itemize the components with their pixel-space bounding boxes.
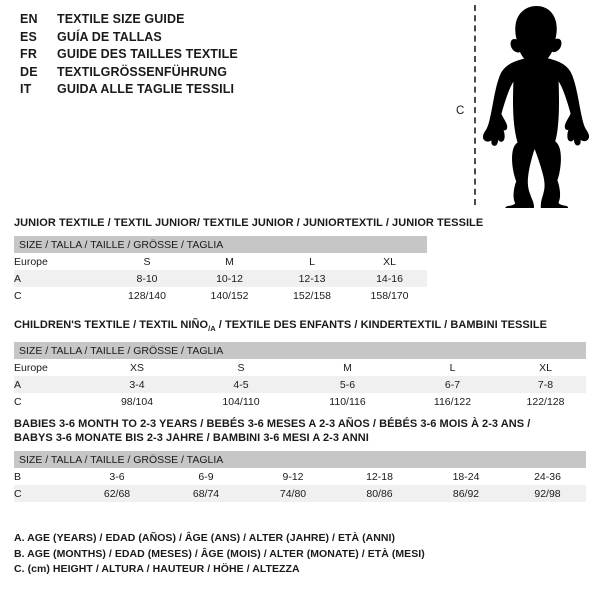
table-row: A 8-10 10-12 12-13 14-16 <box>14 270 428 287</box>
language-row: EN TEXTILE SIZE GUIDE <box>20 12 420 30</box>
language-title: GUÍA DE TALLAS <box>57 29 162 44</box>
language-title: GUIDE DES TAILLES TEXTILE <box>57 47 238 61</box>
cell-value: 128/140 <box>107 287 187 304</box>
cell-value: 80/86 <box>336 485 423 502</box>
row-label: Europe <box>14 253 107 270</box>
table-row: B 3-6 6-9 9-12 12-18 18-24 24-36 <box>14 468 587 485</box>
height-measurement-figure: C <box>440 0 600 212</box>
cell-value: 4-5 <box>187 376 295 394</box>
cell-value: 68/74 <box>162 485 250 502</box>
cell-value: L <box>400 359 505 377</box>
legend-line-c: C. (cm) HEIGHT / ALTURA / HAUTEUR / HÖHE… <box>14 563 300 575</box>
section-title-babies-line2: BABYS 3-6 MONATE BIS 2-3 JAHRE / BAMBINI… <box>14 432 369 444</box>
cell-value: 10-12 <box>187 270 272 287</box>
size-header-label: SIZE / TALLA / TAILLE / GRÖSSE / TAGLIA <box>14 342 586 360</box>
table-row: C 128/140 140/152 152/158 158/170 <box>14 287 428 304</box>
junior-size-table: SIZE / TALLA / TAILLE / GRÖSSE / TAGLIA … <box>14 236 428 304</box>
table-header-row: SIZE / TALLA / TAILLE / GRÖSSE / TAGLIA <box>14 342 586 360</box>
section-junior: JUNIOR TEXTILE / TEXTIL JUNIOR/ TEXTILE … <box>14 216 483 304</box>
table-row: Europe S M L XL <box>14 253 428 270</box>
cell-value: XL <box>352 253 428 270</box>
cell-value: 7-8 <box>505 376 586 394</box>
row-label: A <box>14 270 107 287</box>
row-label: Europe <box>14 359 87 377</box>
cell-value: S <box>187 359 295 377</box>
language-code: EN <box>20 12 38 26</box>
cell-value: S <box>107 253 187 270</box>
legend-block: A. AGE (YEARS) / EDAD (AÑOS) / ÂGE (ANS)… <box>14 531 425 578</box>
section-babies: BABIES 3-6 MONTH TO 2-3 YEARS / BEBÉS 3-… <box>14 417 587 502</box>
cell-value: 12-13 <box>272 270 352 287</box>
language-code: ES <box>20 29 38 44</box>
language-title: TEXTILGRÖSSENFÜHRUNG <box>57 64 228 79</box>
cell-value: 6-9 <box>162 468 250 485</box>
cell-value: XL <box>505 359 586 377</box>
language-code: FR <box>20 47 38 61</box>
row-label: A <box>14 376 87 394</box>
section-children: CHILDREN'S TEXTILE / TEXTIL NIÑO/A / TEX… <box>14 318 586 411</box>
cell-value: M <box>295 359 400 377</box>
cell-value: 9-12 <box>250 468 336 485</box>
legend-line-b: B. AGE (MONTHS) / EDAD (MESES) / ÂGE (MO… <box>14 547 425 560</box>
language-row: IT GUIDA ALLE TAGLIE TESSILI <box>20 82 420 100</box>
height-measure-label: C <box>456 105 465 117</box>
section-title-children-post: / TEXTILE DES ENFANTS / KINDERTEXTIL / B… <box>215 319 548 331</box>
cell-value: 98/104 <box>87 393 187 411</box>
cell-value: 92/98 <box>509 485 587 502</box>
language-row: FR GUIDE DES TAILLES TEXTILE <box>20 47 420 65</box>
row-label: C <box>14 393 87 411</box>
size-header-label: SIZE / TALLA / TAILLE / GRÖSSE / TAGLIA <box>14 236 428 253</box>
cell-value: 110/116 <box>295 393 400 411</box>
language-code: IT <box>20 82 32 96</box>
table-row: C 98/104 104/110 110/116 116/122 122/128 <box>14 393 586 411</box>
cell-value: 6-7 <box>400 376 505 394</box>
language-row: DE TEXTILGRÖSSENFÜHRUNG <box>20 65 420 83</box>
babies-size-table: SIZE / TALLA / TAILLE / GRÖSSE / TAGLIA … <box>14 451 587 502</box>
section-title-babies-line1: BABIES 3-6 MONTH TO 2-3 YEARS / BEBÉS 3-… <box>14 418 531 430</box>
height-measure-dashed-line <box>474 5 476 205</box>
children-size-table: SIZE / TALLA / TAILLE / GRÖSSE / TAGLIA … <box>14 342 586 411</box>
cell-value: 122/128 <box>505 393 586 411</box>
cell-value: 3-6 <box>72 468 162 485</box>
cell-value: 12-18 <box>336 468 423 485</box>
cell-value: 8-10 <box>107 270 187 287</box>
cell-value: 116/122 <box>400 393 505 411</box>
legend-line-a: A. AGE (YEARS) / EDAD (AÑOS) / ÂGE (ANS)… <box>14 532 396 544</box>
table-header-row: SIZE / TALLA / TAILLE / GRÖSSE / TAGLIA <box>14 236 428 253</box>
cell-value: 14-16 <box>352 270 428 287</box>
language-header-block: EN TEXTILE SIZE GUIDE ES GUÍA DE TALLAS … <box>20 12 420 100</box>
cell-value: 152/158 <box>272 287 352 304</box>
language-title: GUIDA ALLE TAGLIE TESSILI <box>57 82 235 96</box>
cell-value: 86/92 <box>423 485 509 502</box>
cell-value: 24-36 <box>509 468 587 485</box>
table-header-row: SIZE / TALLA / TAILLE / GRÖSSE / TAGLIA <box>14 451 587 468</box>
language-title: TEXTILE SIZE GUIDE <box>57 12 185 26</box>
section-title-children-pre: CHILDREN'S TEXTILE / TEXTIL NIÑO <box>14 319 209 331</box>
cell-value: 158/170 <box>352 287 428 304</box>
section-title-junior: JUNIOR TEXTILE / TEXTIL JUNIOR/ TEXTILE … <box>14 217 484 229</box>
cell-value: 62/68 <box>72 485 162 502</box>
cell-value: XS <box>87 359 187 377</box>
cell-value: L <box>272 253 352 270</box>
row-label: B <box>14 468 72 485</box>
cell-value: 18-24 <box>423 468 509 485</box>
size-header-label: SIZE / TALLA / TAILLE / GRÖSSE / TAGLIA <box>14 451 587 468</box>
language-code: DE <box>20 64 38 79</box>
cell-value: M <box>187 253 272 270</box>
cell-value: 3-4 <box>87 376 187 394</box>
row-label: C <box>14 485 72 502</box>
cell-value: 74/80 <box>250 485 336 502</box>
table-row: A 3-4 4-5 5-6 6-7 7-8 <box>14 376 586 394</box>
cell-value: 140/152 <box>187 287 272 304</box>
section-title-children-sub: /A <box>208 324 216 334</box>
table-row: C 62/68 68/74 74/80 80/86 86/92 92/98 <box>14 485 587 502</box>
language-row: ES GUÍA DE TALLAS <box>20 30 420 48</box>
toddler-silhouette-icon <box>482 6 590 208</box>
table-row: Europe XS S M L XL <box>14 359 586 377</box>
section-title-children: CHILDREN'S TEXTILE / TEXTIL NIÑO/A / TEX… <box>14 318 586 336</box>
cell-value: 5-6 <box>295 376 400 394</box>
row-label: C <box>14 287 107 304</box>
cell-value: 104/110 <box>187 393 295 411</box>
